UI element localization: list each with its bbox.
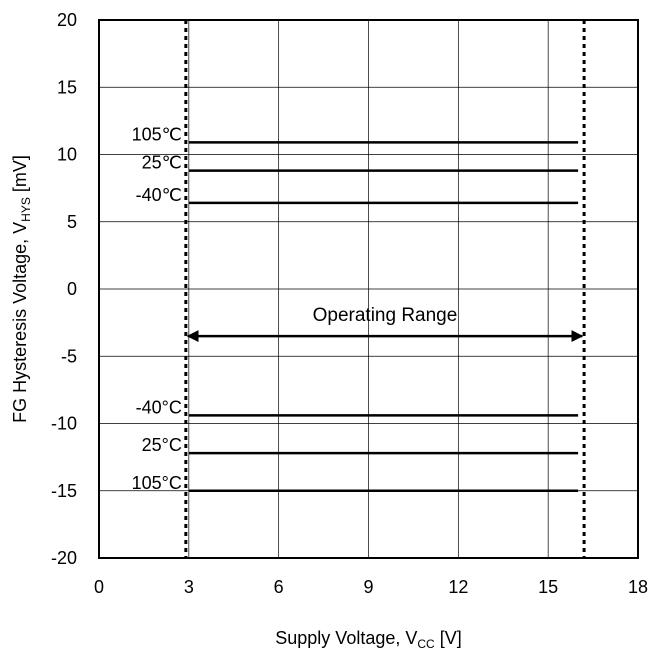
x-tick-label: 18	[628, 577, 648, 597]
y-tick-label: -5	[61, 346, 77, 366]
y-axis-title-unit: [mV]	[10, 155, 30, 197]
series-label: 105°C	[132, 473, 182, 493]
y-tick-label: 0	[67, 279, 77, 299]
y-tick-label: 15	[57, 77, 77, 97]
x-tick-label: 3	[184, 577, 194, 597]
series-lines	[188, 141, 579, 492]
series-labels: 105℃ 25℃ -40℃ -40°C 25°C 105°C	[132, 124, 182, 492]
series-label: -40°C	[136, 397, 182, 417]
operating-range-label: Operating Range	[313, 305, 458, 326]
x-tick-label: 0	[94, 577, 104, 597]
x-axis-title-unit: [V]	[435, 628, 462, 648]
y-tick-label: -15	[51, 481, 77, 501]
y-axis-title: FG Hysteresis Voltage, VHYS [mV]	[10, 155, 33, 423]
y-axis-title-main: FG Hysteresis Voltage, V	[10, 222, 30, 423]
plot-frame	[98, 19, 639, 559]
y-tick-label: -10	[51, 414, 77, 434]
x-tick-label: 6	[274, 577, 284, 597]
series-label: 25°C	[142, 435, 182, 455]
series-label: 105℃	[132, 124, 182, 144]
x-tick-label: 12	[448, 577, 468, 597]
y-tick-label: 5	[67, 212, 77, 232]
x-axis-title-sub: CC	[417, 637, 435, 651]
operating-range-annotation: Operating Range	[186, 305, 584, 343]
operating-limit-lines	[184, 20, 586, 558]
y-tick-label: -20	[51, 548, 77, 568]
y-tick-label: 10	[57, 145, 77, 165]
tick-labels: 0 3 6 9 12 15 18 20 15 10 5 0 -5 -10 -15 -20	[51, 10, 648, 597]
series-label: 25℃	[142, 153, 182, 173]
x-axis-title: Supply Voltage, VCC [V]	[275, 628, 461, 651]
y-axis-title-sub: HYS	[19, 197, 33, 222]
y-tick-label: 20	[57, 10, 77, 30]
x-axis-title-main: Supply Voltage, V	[275, 628, 417, 648]
x-tick-label: 15	[538, 577, 558, 597]
series-label: -40℃	[136, 185, 182, 205]
x-tick-label: 9	[363, 577, 373, 597]
